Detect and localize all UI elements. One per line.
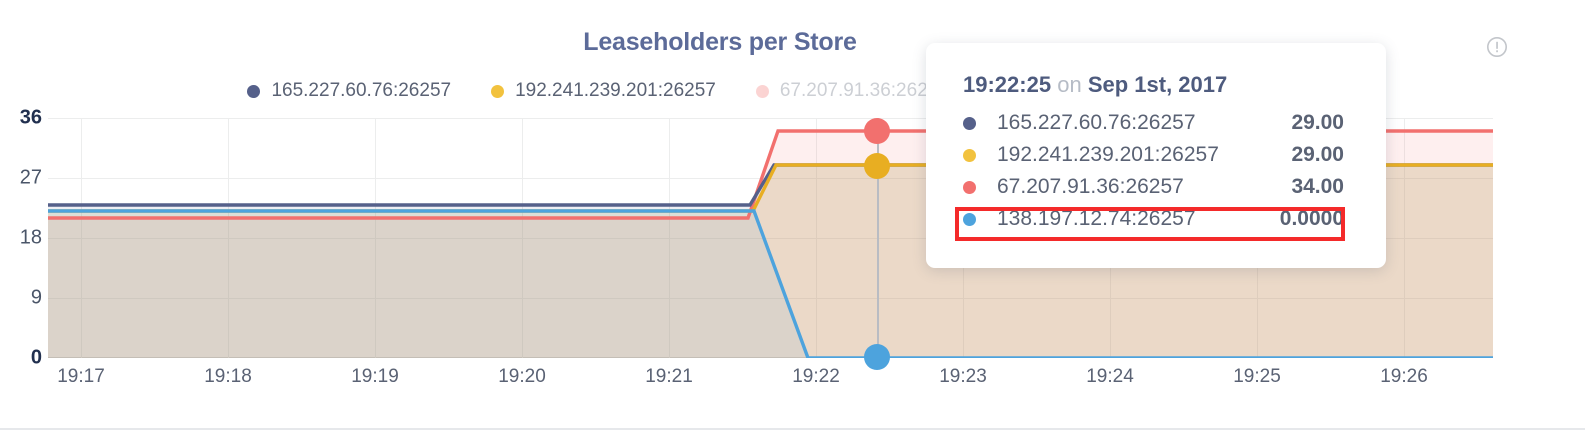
- tooltip-row-value: 34.00: [1291, 175, 1344, 198]
- gridline-horizontal: [48, 298, 1493, 299]
- tooltip-on-word: on: [1057, 72, 1082, 97]
- tooltip-row-1: 192.241.239.201:26257 29.00: [926, 139, 1386, 171]
- y-axis-tick-18: 18: [19, 226, 42, 249]
- tooltip-row-0: 165.227.60.76:26257 29.00: [926, 107, 1386, 139]
- x-axis-tick-4: 19:21: [645, 366, 693, 387]
- y-axis-tick-36: 36: [19, 106, 42, 129]
- hover-crosshair: [877, 118, 879, 358]
- y-axis-tick-9: 9: [30, 286, 42, 309]
- x-axis-tick-9: 19:26: [1380, 366, 1428, 387]
- series-color-dot: [963, 180, 976, 194]
- tooltip-date-value: Sep 1st, 2017: [1087, 72, 1228, 97]
- hover-marker-67-207-91-36: [864, 118, 890, 144]
- tooltip-row-label: 165.227.60.76:26257: [997, 111, 1196, 134]
- legend-item-2[interactable]: 67.207.91.36:26257: [755, 80, 949, 102]
- x-axis-tick-0: 19:17: [57, 366, 105, 387]
- y-axis-tick-27: 27: [19, 166, 42, 189]
- legend-item-label: 67.207.91.36:26257: [779, 80, 949, 101]
- x-axis-tick-6: 19:23: [939, 366, 987, 387]
- gridline-vertical: [228, 118, 229, 358]
- hover-tooltip: 19:22:25 on Sep 1st, 2017 165.227.60.76:…: [926, 43, 1386, 268]
- gridline-horizontal: [48, 238, 1493, 239]
- legend-color-dot: [491, 84, 505, 98]
- legend-item-label: 165.227.60.76:26257: [271, 80, 452, 101]
- x-axis-tick-7: 19:24: [1086, 366, 1134, 387]
- tooltip-row-value: 29.00: [1291, 111, 1344, 134]
- tooltip-row-value: 29.00: [1291, 143, 1344, 166]
- hover-marker-138-197-12-74: [864, 344, 890, 370]
- gridline-horizontal: [48, 357, 1493, 358]
- tooltip-row-label: 138.197.12.74:26257: [997, 207, 1196, 230]
- legend-color-dot: [755, 84, 769, 98]
- series-area-138-197-12-74: [48, 211, 1493, 358]
- gridline-vertical: [816, 118, 817, 358]
- info-circle-icon[interactable]: [1486, 36, 1508, 58]
- x-axis-tick-3: 19:20: [498, 366, 546, 387]
- x-axis-tick-5: 19:22: [792, 366, 840, 387]
- tooltip-row-3: 138.197.12.74:26257 0.0000: [926, 203, 1386, 235]
- gridline-vertical: [81, 118, 82, 358]
- tooltip-row-label: 192.241.239.201:26257: [997, 143, 1219, 166]
- series-line-138-197-12-74: [48, 209, 1493, 358]
- hover-marker-192-241-239-201: [864, 153, 890, 179]
- legend-item-0[interactable]: 165.227.60.76:26257: [247, 80, 451, 102]
- tooltip-row-value: 0.0000: [1279, 207, 1344, 230]
- y-axis-tick-0: 0: [30, 346, 42, 369]
- x-axis-tick-2: 19:19: [351, 366, 399, 387]
- legend-item-label: 192.241.239.201:26257: [515, 80, 716, 101]
- tooltip-row-label: 67.207.91.36:26257: [997, 175, 1184, 198]
- series-color-dot: [963, 148, 976, 162]
- page-title: Leaseholders per Store: [583, 28, 857, 56]
- gridline-vertical: [375, 118, 376, 358]
- series-color-dot: [963, 116, 976, 130]
- tooltip-time-value: 19:22:25: [963, 72, 1052, 97]
- x-axis-tick-1: 19:18: [204, 366, 252, 387]
- legend-color-dot: [247, 84, 261, 98]
- tooltip-rows: 165.227.60.76:26257 29.00 192.241.239.20…: [926, 107, 1386, 235]
- series-color-dot: [963, 212, 976, 226]
- gridline-vertical: [522, 118, 523, 358]
- gridline-vertical: [669, 118, 670, 358]
- legend-item-1[interactable]: 192.241.239.201:26257: [491, 80, 716, 102]
- gridline-vertical: [1404, 118, 1405, 358]
- tooltip-row-2: 67.207.91.36:26257 34.00: [926, 171, 1386, 203]
- gridline-horizontal: [48, 118, 1493, 119]
- x-axis-tick-8: 19:25: [1233, 366, 1281, 387]
- tooltip-timestamp: 19:22:25 on Sep 1st, 2017: [963, 72, 1386, 98]
